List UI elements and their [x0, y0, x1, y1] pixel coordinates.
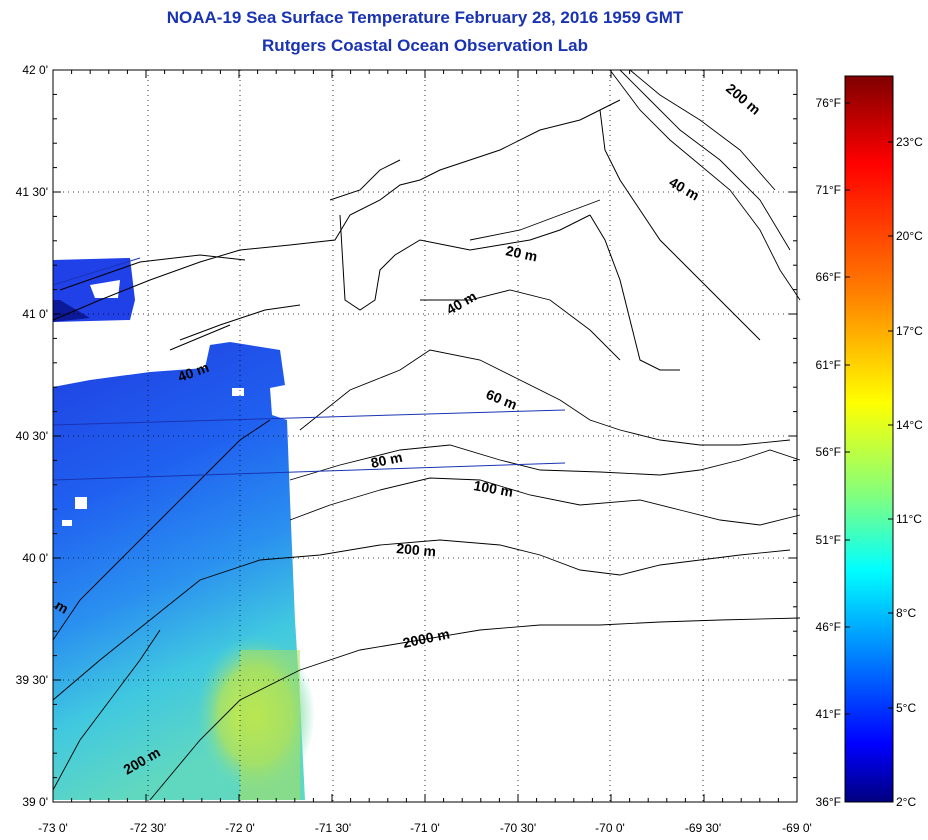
c-label: 14°C	[896, 418, 923, 432]
contour-label: 80 m	[369, 449, 404, 471]
lat-label: 42 0'	[22, 63, 48, 77]
map-subtitle: Rutgers Coastal Ocean Observation Lab	[262, 36, 588, 55]
lon-label: -69 30'	[685, 821, 721, 835]
c-label: 8°C	[896, 606, 916, 620]
c-label: 20°C	[896, 229, 923, 243]
lon-label: -69 0'	[782, 821, 812, 835]
lon-label: -72 30'	[130, 821, 166, 835]
f-label: 71°F	[816, 183, 841, 197]
lat-label: 41 30'	[16, 185, 48, 199]
c-label: 17°C	[896, 324, 923, 338]
lon-label: -70 30'	[500, 821, 536, 835]
c-label: 11°C	[896, 512, 922, 526]
f-label: 66°F	[816, 270, 841, 284]
lon-label: -71 0'	[410, 821, 440, 835]
lon-label: -70 0'	[595, 821, 625, 835]
swath-lines	[52, 257, 566, 481]
c-label: 2°C	[896, 795, 916, 809]
f-label: 56°F	[816, 445, 841, 459]
lat-label: 41 0'	[22, 307, 48, 321]
sst-data-area	[53, 258, 315, 800]
colorbar-ticks	[845, 102, 893, 715]
axis-ticks	[52, 69, 798, 803]
contour-label: 100 m	[472, 477, 514, 500]
f-label: 61°F	[816, 358, 841, 372]
contour-label: 40 m	[444, 288, 480, 318]
lat-label: 40 0'	[22, 551, 48, 565]
bathymetry-contours	[52, 69, 801, 801]
latitude-labels: 42 0' 41 30' 41 0' 40 30' 40 0' 39 30' 3…	[16, 63, 48, 809]
contour-label: 2000 m	[401, 625, 451, 651]
f-label: 51°F	[816, 533, 841, 547]
contour-label: 200 m	[723, 80, 764, 118]
contour-label: 200 m	[396, 540, 437, 559]
f-label: 76°F	[816, 96, 841, 110]
lat-lon-grid	[53, 70, 797, 802]
map-title: NOAA-19 Sea Surface Temperature February…	[166, 8, 684, 27]
lon-label: -73 0'	[38, 821, 68, 835]
colorbar	[844, 75, 894, 803]
lon-label: -71 30'	[315, 821, 351, 835]
longitude-labels: -73 0' -72 30' -72 0' -71 30' -71 0' -70…	[38, 821, 812, 835]
fahrenheit-labels: 76°F 71°F 66°F 61°F 56°F 51°F 46°F 41°F …	[816, 96, 841, 809]
celsius-labels: 23°C 20°C 17°C 14°C 11°C 8°C 5°C 2°C	[896, 135, 923, 809]
coastline	[52, 99, 761, 371]
contour-label: 40 m	[667, 174, 703, 204]
f-label: 36°F	[816, 795, 841, 809]
contour-label: 60 m	[484, 386, 520, 413]
lat-label: 39 30'	[16, 673, 48, 687]
contour-label: 20 m	[504, 242, 539, 264]
c-label: 23°C	[896, 135, 923, 149]
f-label: 41°F	[816, 707, 841, 721]
lat-label: 40 30'	[16, 429, 48, 443]
f-label: 46°F	[816, 620, 841, 634]
lon-label: -72 0'	[225, 821, 255, 835]
lat-label: 39 0'	[22, 795, 48, 809]
c-label: 5°C	[896, 701, 916, 715]
